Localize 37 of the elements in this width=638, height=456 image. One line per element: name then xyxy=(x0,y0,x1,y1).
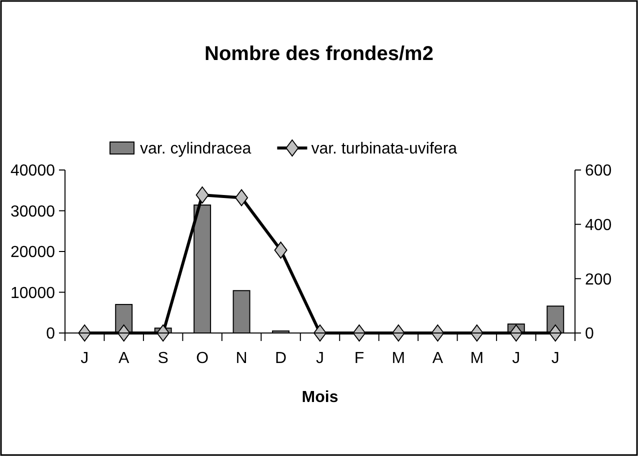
y2-tick-label: 400 xyxy=(585,216,612,234)
point xyxy=(78,324,92,342)
x-tick-label: D xyxy=(274,350,287,367)
point xyxy=(196,186,209,204)
legend-label: var. turbinata-uvifera xyxy=(311,140,458,158)
point xyxy=(235,189,248,206)
y-tick-label: 40000 xyxy=(10,162,56,180)
x-tick-label: M xyxy=(392,350,406,367)
x-axis-title: Mois xyxy=(302,389,338,406)
point xyxy=(314,324,326,342)
y-tick-label: 0 xyxy=(46,326,56,343)
y2-tick-label: 200 xyxy=(585,271,612,288)
y2-tick-label: 0 xyxy=(585,326,594,343)
x-tick-label: S xyxy=(158,350,168,367)
x-tick-label: F xyxy=(354,350,364,367)
point xyxy=(392,324,405,342)
x-tick-label: J xyxy=(80,350,89,367)
legend-label: var. cylindracea xyxy=(140,140,252,158)
point xyxy=(510,324,523,342)
x-tick-label: J xyxy=(316,350,324,367)
point xyxy=(548,324,562,342)
x-tick-label: O xyxy=(196,350,209,367)
x-tick-label: A xyxy=(432,350,444,367)
y-tick-label: 20000 xyxy=(10,244,56,262)
x-tick-label: J xyxy=(551,350,560,367)
point xyxy=(470,324,484,342)
x-tick-label: A xyxy=(118,350,130,367)
x-tick-label: J xyxy=(512,350,520,367)
point xyxy=(352,324,366,342)
point xyxy=(117,324,130,342)
y2-tick-label: 600 xyxy=(585,162,612,180)
y-tick-label: 10000 xyxy=(10,284,56,302)
point xyxy=(274,242,288,259)
x-tick-label: M xyxy=(470,350,484,367)
y-tick-label: 30000 xyxy=(10,203,56,220)
chart-title: Nombre des frondes/m2 xyxy=(204,43,434,65)
x-tick-label: N xyxy=(236,350,248,367)
